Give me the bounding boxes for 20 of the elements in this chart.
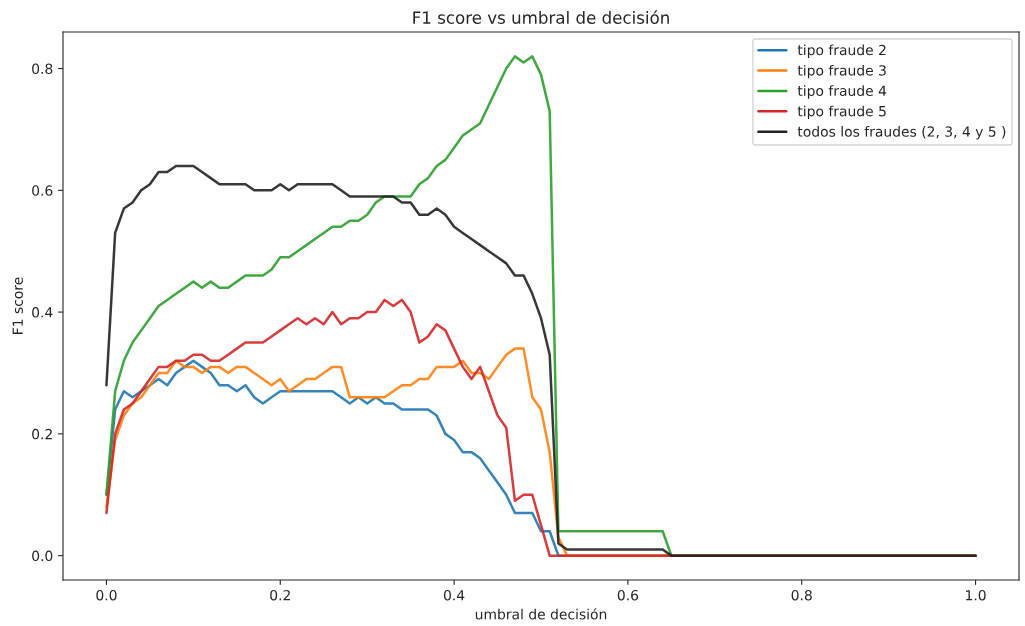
y-tick-label: 0.6 [32, 185, 53, 196]
legend-label: tipo fraude 2 [797, 44, 886, 58]
chart-title: F1 score vs umbral de decisión [413, 10, 669, 24]
x-tick-label: 0.2 [270, 589, 290, 601]
legend-label: tipo fraude 5 [797, 105, 886, 120]
x-tick-label: 1.0 [966, 589, 986, 601]
x-tick-label: 0.4 [443, 589, 465, 601]
x-axis-title: umbral de decisión [475, 608, 607, 620]
y-tick-label: 0.4 [32, 307, 53, 318]
y-tick-label: 0.0 [32, 550, 53, 562]
y-axis-title: F1 score [12, 277, 23, 334]
x-tick-label: 0.6 [617, 589, 639, 601]
line-series [105, 164, 977, 557]
legend-label: todos los fraudes (2, 3, 4 y 5 ) [797, 126, 1006, 140]
x-tick-label: 0.8 [791, 589, 812, 601]
y-tick-label: 0.8 [32, 63, 53, 75]
legend-label: tipo fraude 4 [797, 85, 887, 99]
x-tick-label: 0.0 [96, 589, 117, 601]
legend-label: tipo fraude 3 [797, 64, 886, 79]
y-tick-label: 0.2 [32, 428, 52, 440]
